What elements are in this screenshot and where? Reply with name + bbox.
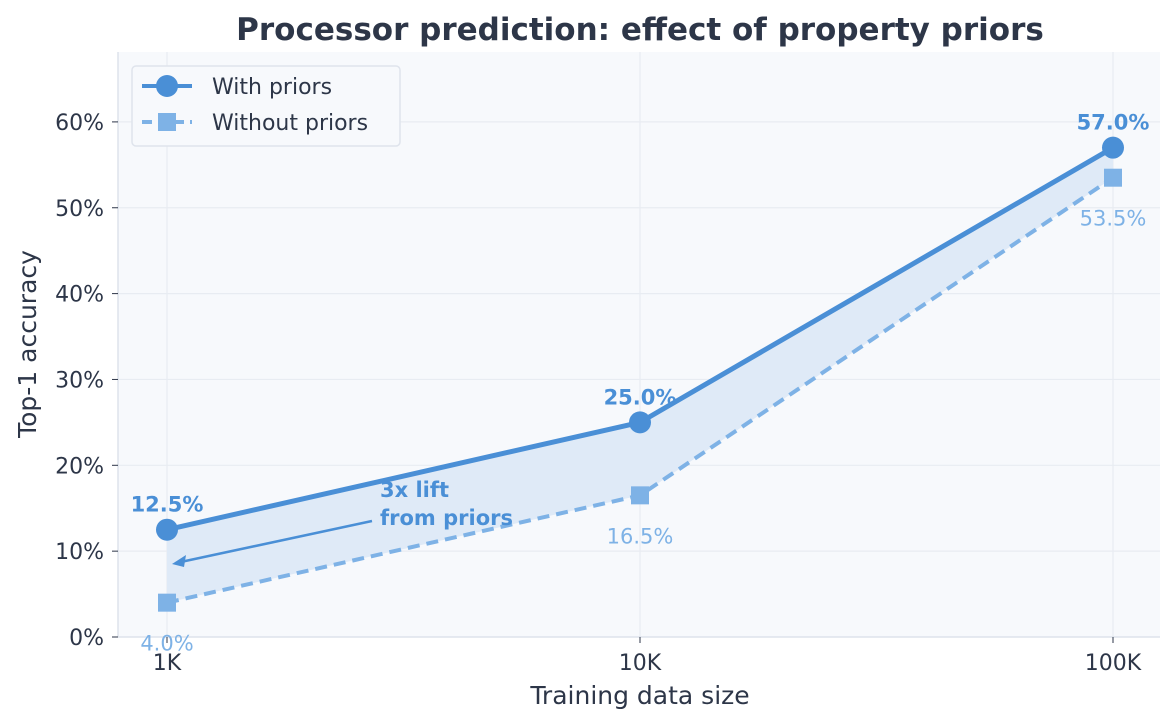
data-point-with-priors: [156, 518, 178, 541]
legend-without-priors-label: Without priors: [212, 111, 368, 136]
data-point-without-priors: [158, 593, 176, 612]
priors-lift-band: [167, 147, 1113, 603]
legend-without-priors-marker: [158, 113, 176, 131]
data-label-with-priors: 12.5%: [131, 493, 204, 517]
legend: With priors Without priors: [131, 65, 401, 147]
y-tick-label: 0%: [69, 626, 104, 651]
data-label-without-priors: 4.0%: [140, 632, 193, 656]
data-label-without-priors: 16.5%: [607, 524, 674, 548]
y-tick-label: 10%: [55, 540, 104, 565]
data-label-with-priors: 57.0%: [1077, 111, 1150, 135]
y-tick-label: 60%: [55, 111, 104, 136]
annotation-text: 3x lift: [380, 478, 449, 502]
data-label-without-priors: 53.5%: [1080, 207, 1147, 231]
annotation-arrowhead: [172, 555, 186, 568]
legend-box: [131, 65, 401, 147]
legend-with-priors-label: With priors: [212, 75, 332, 100]
x-tick-label: 1K: [153, 651, 182, 676]
x-tick-label: 10K: [619, 651, 662, 676]
data-point-with-priors: [629, 411, 651, 434]
data-point-with-priors: [1102, 136, 1124, 159]
y-tick-label: 40%: [55, 283, 104, 308]
annotation-arrow: [175, 519, 373, 565]
data-point-without-priors: [1104, 168, 1122, 187]
data-label-with-priors: 25.0%: [604, 385, 677, 409]
y-tick-label: 50%: [55, 197, 104, 222]
x-tick-label: 100K: [1085, 651, 1142, 676]
data-point-without-priors: [631, 486, 649, 505]
chart-title: Processor prediction: effect of property…: [236, 12, 1044, 48]
y-tick-label: 30%: [55, 368, 104, 393]
legend-with-priors-marker: [156, 75, 178, 97]
y-tick-label: 20%: [55, 454, 104, 479]
annotation-text: from priors: [380, 506, 513, 530]
y-axis-label: Top-1 accuracy: [13, 250, 42, 439]
x-axis-label: Training data size: [529, 681, 749, 710]
